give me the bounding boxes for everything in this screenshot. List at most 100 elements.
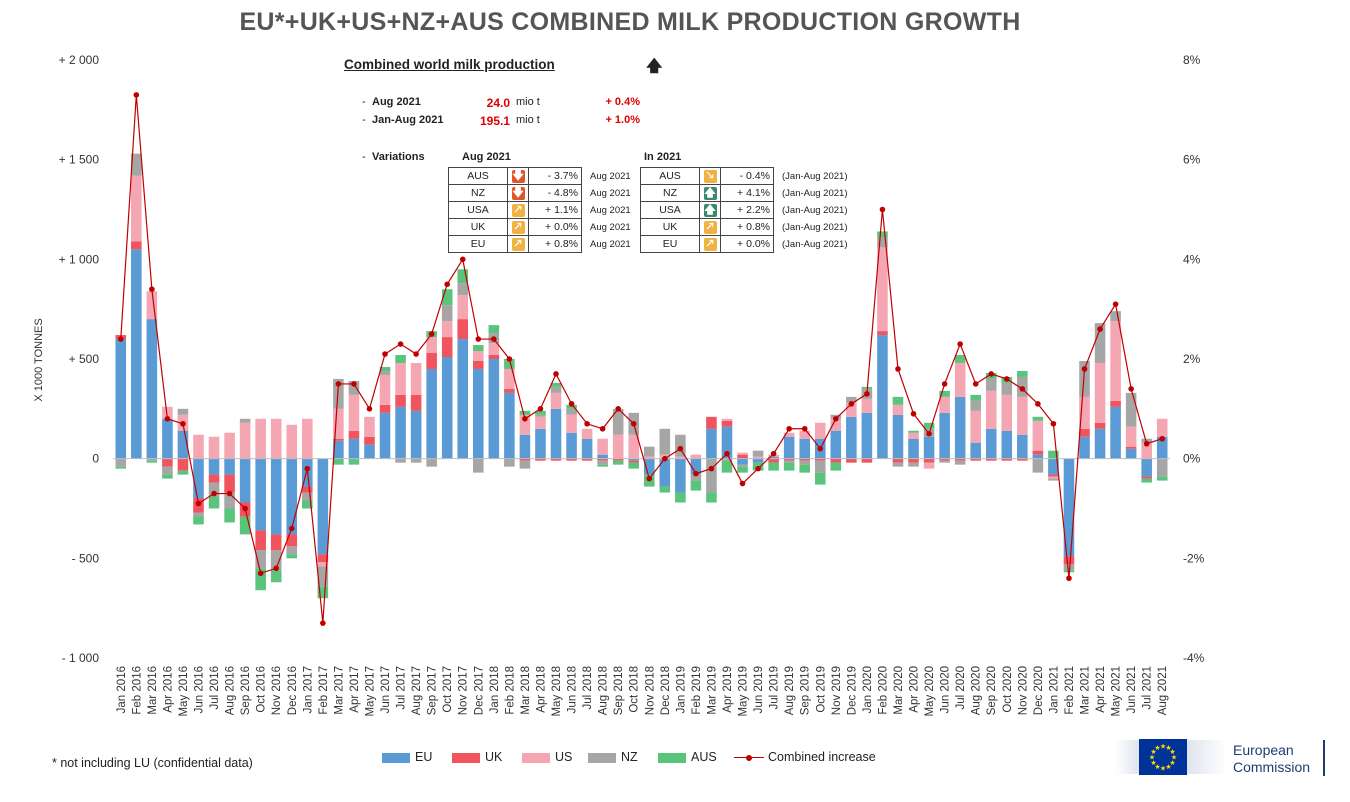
trend-up-right-icon: 🡕 (511, 220, 525, 234)
combined-increase-point-11 (288, 525, 295, 532)
bar-aus-33 (628, 462, 640, 469)
bar-us-43 (783, 432, 795, 437)
x-tick-label: Aug 2020 (971, 666, 983, 715)
bar-eu-31 (597, 454, 608, 459)
bar-uk-32 (612, 458, 624, 461)
bar-nz-64 (1110, 311, 1121, 322)
variation-row-usa: USA 🡕 + 1.1% Aug 2021 (448, 201, 635, 219)
bar-eu-53 (939, 412, 950, 459)
bar-uk-12 (302, 486, 313, 493)
legend-label: US (555, 750, 573, 764)
bar-uk-57 (1001, 458, 1013, 461)
variations-table-aug: AUS 🡇 - 3.7% Aug 2021 NZ 🡇 - 4.8% Aug 2021 USA 🡕 +… (448, 167, 635, 253)
bar-aus-52 (923, 422, 935, 429)
combined-increase-point-41 (755, 465, 761, 472)
bar-nz-10 (270, 550, 282, 571)
x-tick-label: Aug 2019 (784, 666, 796, 715)
bar-uk-15 (348, 430, 360, 439)
bar-aus-31 (597, 464, 608, 467)
x-tick-label: Aug 2021 (1157, 666, 1169, 715)
bar-eu-16 (364, 444, 375, 459)
x-tick-label: Jul 2021 (1142, 666, 1154, 709)
variation-period: Aug 2021 (590, 170, 631, 182)
bar-nz-15 (348, 380, 360, 395)
x-tick-label: Feb 2021 (1064, 666, 1076, 715)
bar-us-64 (1110, 321, 1121, 401)
bar-us-20 (426, 337, 437, 354)
bar-nz-9 (255, 550, 266, 569)
bar-eu-48 (861, 412, 873, 459)
bar-eu-29 (566, 432, 577, 459)
bar-aus-67 (1156, 476, 1168, 481)
combined-increase-point-25 (506, 356, 513, 362)
bar-eu-21 (441, 357, 453, 459)
bar-aus-38 (706, 492, 717, 503)
star-icon: ★ (1169, 759, 1175, 767)
bar-aus-9 (255, 568, 266, 591)
bar-us-50 (892, 404, 904, 415)
bar-eu-7 (224, 458, 235, 475)
logo-line2: Commission (1233, 759, 1311, 775)
bar-uk-43 (783, 458, 795, 461)
combined-increase-point-18 (397, 341, 404, 347)
bar-us-54 (954, 362, 966, 397)
x-tick-label: Apr 2020 (909, 666, 921, 713)
bar-us-27 (535, 416, 546, 429)
y-tick-label: - 500 (72, 551, 100, 565)
legend-swatch (522, 752, 550, 763)
bar-aus-28 (550, 382, 562, 387)
bar-nz-61 (1063, 564, 1075, 571)
bar-uk-4 (177, 458, 189, 471)
bar-uk-65 (1125, 446, 1137, 449)
bar-uk-13 (317, 554, 329, 563)
x-tick-label: Jan 2019 (675, 666, 687, 713)
bar-nz-28 (550, 386, 562, 393)
star-icon: ★ (1150, 748, 1156, 756)
bar-aus-60 (1048, 450, 1059, 459)
bar-us-59 (1032, 420, 1044, 451)
bar-uk-29 (566, 458, 577, 461)
x-tick-label: Feb 2019 (691, 666, 703, 715)
bar-nz-66 (1141, 438, 1152, 443)
bar-eu-52 (923, 436, 935, 459)
bar-eu-4 (177, 430, 189, 459)
variation-period: (Jan-Aug 2021) (782, 238, 848, 250)
combined-increase-point-32 (615, 406, 621, 412)
bar-aus-10 (270, 570, 282, 583)
x-tick-label: Mar 2018 (520, 666, 532, 715)
bar-aus-21 (441, 289, 453, 306)
legend-swatch (658, 752, 686, 763)
variation-row-eu: EU 🡕 + 0.8% Aug 2021 (448, 235, 635, 253)
combined-increase-point-30 (584, 420, 590, 427)
combined-increase-point-35 (662, 455, 668, 462)
combined-increase-point-46 (833, 416, 839, 422)
combined-increase-point-45 (817, 445, 824, 452)
combined-increase-point-31 (599, 425, 606, 432)
bar-uk-40 (737, 454, 748, 459)
bar-nz-5 (193, 512, 204, 517)
y2-tick-label: 8% (1183, 53, 1201, 67)
x-tick-label: Jun 2017 (380, 666, 392, 713)
bar-aus-59 (1032, 416, 1044, 421)
bar-aus-27 (535, 410, 546, 415)
trend-down-right-icon: 🡖 (703, 169, 717, 183)
bar-us-32 (612, 434, 624, 459)
bar-nz-47 (846, 396, 857, 403)
bar-eu-11 (286, 458, 298, 535)
bar-eu-67 (1156, 436, 1168, 459)
legend-label: NZ (621, 750, 638, 764)
bar-us-28 (550, 392, 562, 409)
x-tick-label: Jul 2017 (396, 666, 408, 709)
bar-us-11 (286, 424, 298, 459)
x-tick-label: Nov 2017 (458, 666, 470, 715)
y2-tick-label: -2% (1183, 551, 1205, 565)
bar-us-65 (1125, 426, 1137, 447)
variation-row-eu: EU 🡕 + 0.0% (Jan-Aug 2021) (640, 235, 851, 253)
bar-eu-15 (348, 438, 360, 459)
x-tick-label: Apr 2019 (722, 666, 734, 713)
bar-aus-25 (504, 359, 515, 369)
y-tick-label: + 1 000 (59, 252, 100, 266)
bar-us-37 (690, 454, 702, 459)
bar-uk-17 (379, 404, 391, 413)
